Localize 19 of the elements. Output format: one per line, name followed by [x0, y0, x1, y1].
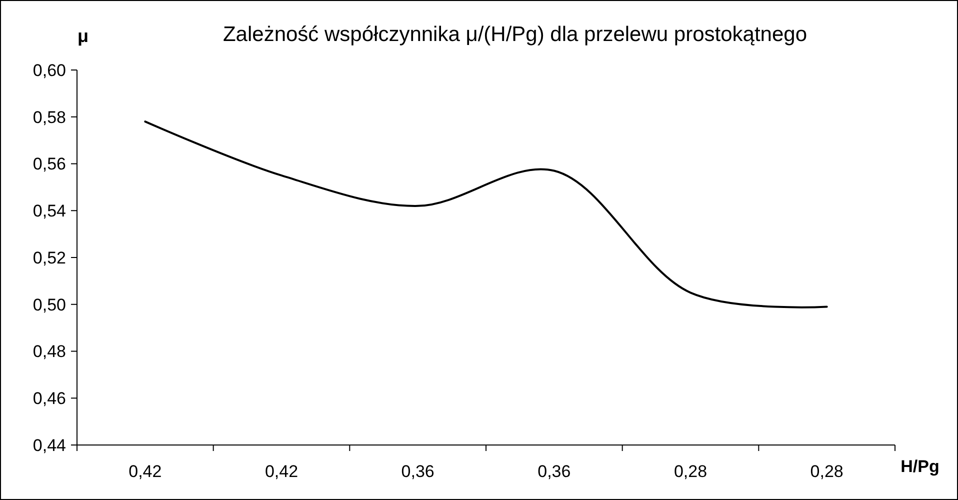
- y-tick-label: 0,46: [32, 389, 66, 408]
- line-series: [144, 120, 828, 308]
- x-tick-label: 0,42: [128, 462, 162, 481]
- x-tick-label: 0,28: [674, 462, 708, 481]
- y-tick-label: 0,44: [32, 436, 66, 455]
- x-axis-title: H/Pg: [900, 457, 940, 476]
- x-tick-label: 0,36: [538, 462, 571, 481]
- y-tick-label: 0,50: [32, 295, 66, 314]
- y-tick-label: 0,48: [32, 342, 66, 362]
- y-tick-label: 0,58: [32, 108, 66, 127]
- y-tick-label: 0,60: [32, 60, 66, 80]
- x-tick-label: 0,36: [401, 462, 434, 481]
- chart-title: Zależność współczynnika μ/(H/Pg) dla przelewu prostokątnego: [222, 23, 808, 46]
- x-tick-label: 0,28: [810, 462, 844, 481]
- y-tick-label: 0,56: [32, 154, 66, 174]
- y-axis-title: μ: [77, 26, 89, 46]
- x-tick-label: 0,42: [264, 462, 298, 481]
- y-tick-label: 0,54: [32, 202, 66, 221]
- y-tick-label: 0,52: [32, 248, 66, 268]
